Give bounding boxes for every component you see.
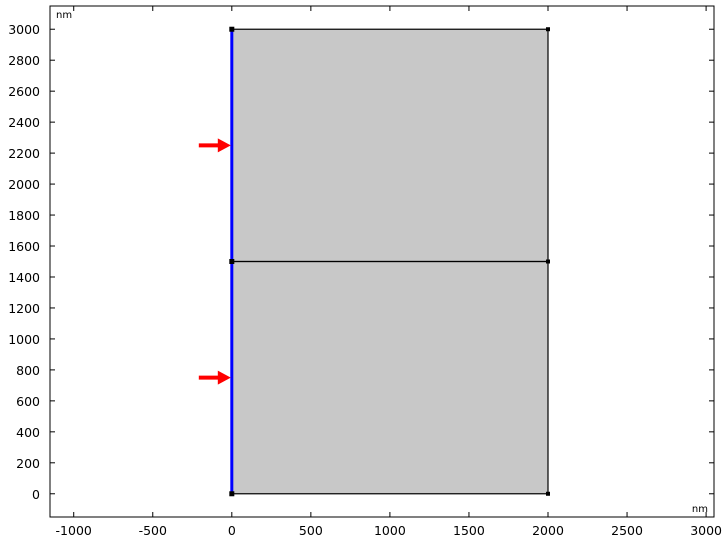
load-arrows: [198, 138, 231, 385]
y-axis-unit-label: nm: [56, 10, 72, 21]
y-tick-label: 600: [16, 394, 40, 409]
geometry-vertex: [229, 491, 235, 497]
y-tick-label: 2400: [8, 115, 40, 130]
y-tick-label: 0: [32, 487, 40, 502]
geometry-vertex: [546, 491, 550, 496]
load-arrow: [198, 370, 231, 385]
load-arrow-head: [217, 138, 231, 153]
geometry-vertex: [229, 259, 235, 264]
geometry-domains: [231, 29, 549, 494]
y-tick-label: 2200: [8, 146, 40, 161]
x-tick-label: 500: [299, 523, 323, 538]
x-tick-label: 2000: [532, 523, 564, 538]
axis-ticks: [50, 6, 714, 517]
y-tick-label: 400: [16, 425, 40, 440]
x-tick-label: 1500: [453, 523, 485, 538]
x-axis-unit-label: nm: [692, 504, 708, 515]
y-tick-label: 2600: [8, 84, 40, 99]
load-arrow-head: [217, 370, 231, 385]
geometry-domain: [231, 261, 549, 494]
y-tick-label: 2000: [8, 177, 40, 192]
geometry-vertices: [229, 26, 550, 497]
y-tick-label: 2800: [8, 53, 40, 68]
geometry-domain: [231, 29, 549, 262]
x-tick-label: 3000: [690, 523, 722, 538]
axis-tick-labels: -1000 -500 0 500 1000 1500 2000 2500 3000 0 200 400…: [8, 22, 722, 538]
y-tick-label: 800: [16, 363, 40, 378]
y-tick-label: 1400: [8, 270, 40, 285]
geometry-vertex: [546, 27, 550, 32]
geometry-vertex: [546, 259, 550, 264]
load-arrow: [198, 138, 231, 153]
x-tick-label: 1000: [374, 523, 406, 538]
y-tick-label: 1200: [8, 301, 40, 316]
y-tick-label: 1600: [8, 239, 40, 254]
geometry-vertex: [229, 26, 235, 32]
x-tick-label: 0: [228, 523, 236, 538]
y-tick-label: 1800: [8, 208, 40, 223]
x-tick-label: 2500: [611, 523, 643, 538]
x-tick-label: -500: [139, 523, 167, 538]
y-tick-label: 200: [16, 456, 40, 471]
y-tick-label: 1000: [8, 332, 40, 347]
y-tick-label: 3000: [8, 22, 40, 37]
x-tick-label: -1000: [56, 523, 92, 538]
